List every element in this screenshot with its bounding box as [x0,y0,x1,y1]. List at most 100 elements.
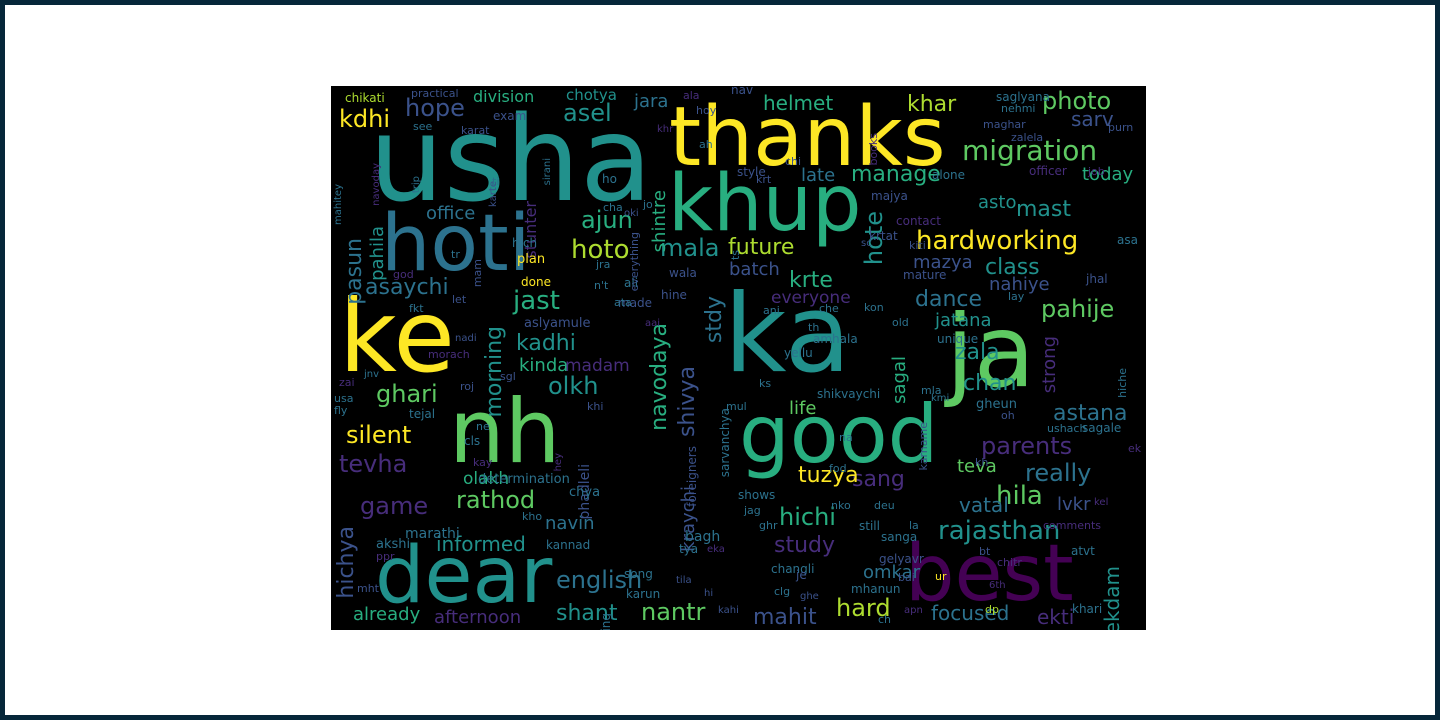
word-style: style [737,165,766,179]
word-ks: ks [759,377,771,390]
word-ti: ti [492,175,499,188]
word-teva: teva [957,456,997,477]
word-hey: hey [553,453,564,471]
word-khup: khup [668,159,862,249]
word-kiti: kiti [909,239,926,252]
word-zalela: zalela [1011,131,1043,144]
word-study: study [774,533,835,558]
word-kannad: kannad [546,538,590,552]
word-zai: zai [339,376,355,389]
word-good: good [739,388,938,481]
word-maghar: maghar [983,118,1026,131]
word-pahila: pahila [367,226,388,281]
word-kon: kon [864,301,884,314]
word-books: books [867,133,880,166]
word-focused: focused [931,601,1009,625]
word-exam: exam [493,109,526,123]
word-jo: jo [642,198,653,211]
word-today: today [1082,164,1134,185]
word-roj: roj [460,380,474,393]
word-pasun: pasun [342,238,367,305]
word-madam: madam [565,356,630,376]
word-morach: morach [428,348,470,361]
word-office: office [426,203,475,224]
word-nadi: nadi [455,333,477,344]
word-strong: strong [1039,336,1060,393]
word-bai: bai [898,571,915,584]
word-chotya: chotya [566,86,617,104]
word-saglyana: saglyana [996,90,1050,104]
word-helmet: helmet [763,91,833,115]
word-ur: ur [935,570,947,583]
word-ka: ka [724,272,851,397]
word-olkh: olkh [548,372,598,400]
word-thanks: thanks [669,90,946,185]
word-future: future [728,235,794,260]
word-contact: contact [896,214,941,228]
word-hichi: hichi [779,503,836,531]
word-dance: dance [915,287,982,312]
word-silent: silent [346,421,411,449]
word-kay: kay [473,456,493,469]
word-ani: ani [763,304,780,317]
word-hichya: hichya [334,526,359,599]
word-hote: hote [860,211,888,265]
word-krte: krte [789,268,833,293]
word-stunter: stunter [521,201,540,259]
word-mahit: mahit [753,605,817,630]
word-karte: karte [488,181,499,207]
word-jnv: jnv [363,369,379,380]
word-trip: trip [411,176,422,193]
word-ne: ne [476,420,490,433]
word-clg: clg [774,585,790,598]
word-foreigners: foreigners [685,446,699,507]
word-everyone: everyone [771,288,851,308]
word-karat: karat [461,124,490,137]
word-chan: chan [963,371,1016,396]
word-stdy: stdy [702,296,727,343]
word-khr: khr [657,124,674,135]
word-fkt: fkt [409,302,424,315]
word-akshi: akshi [376,537,410,552]
word-determination: determination [478,472,570,487]
word-cloud: usha thanks khup hoti ke ka ja nh good dear best mi… [331,86,1146,630]
word-wala: wala [669,266,697,280]
word-cls: cls [464,434,480,448]
word-late: late [801,165,835,186]
word-oh: oh [1001,409,1015,422]
word-mala: mala [660,234,719,262]
word-sanga: sanga [881,530,917,544]
word-bt: bt [979,545,991,558]
word-done: done [521,275,551,289]
word-deu: deu [874,499,895,512]
word-pahije: pahije [1041,295,1114,323]
word-yellu: yellu [784,346,813,360]
word-job: job [1087,165,1105,178]
word-ah: ah [699,138,713,151]
word-english: english [556,566,642,594]
word-navin: navin [545,513,595,534]
word-sgl: sgl [500,370,516,383]
word-tevha: tevha [339,450,407,478]
word-hardworking: hardworking [916,226,1078,256]
word-ja: ja [944,293,1035,410]
word-apn: apn [904,605,923,616]
word-asa: asa [1117,233,1138,247]
word-fly: fly [334,404,348,417]
word-changli: changli [771,562,814,576]
word-sarv: sarv [1071,107,1114,131]
word-ala: ala [683,89,700,102]
word-ekdam: ekdam [1100,566,1124,630]
word-krt: krt [756,173,772,186]
word-asaychi: asaychi [365,275,449,300]
word-omkar: omkar [863,562,921,583]
word-ata: ata [614,296,632,309]
word-jhal: jhal [1085,272,1108,286]
word-nko: nko [831,499,851,512]
word-mht: mht [357,582,380,595]
word-hi: hi [704,588,713,599]
word-kh: kh [975,456,988,469]
word-mast: mast [1016,197,1071,222]
word-nh: nh [449,380,561,483]
